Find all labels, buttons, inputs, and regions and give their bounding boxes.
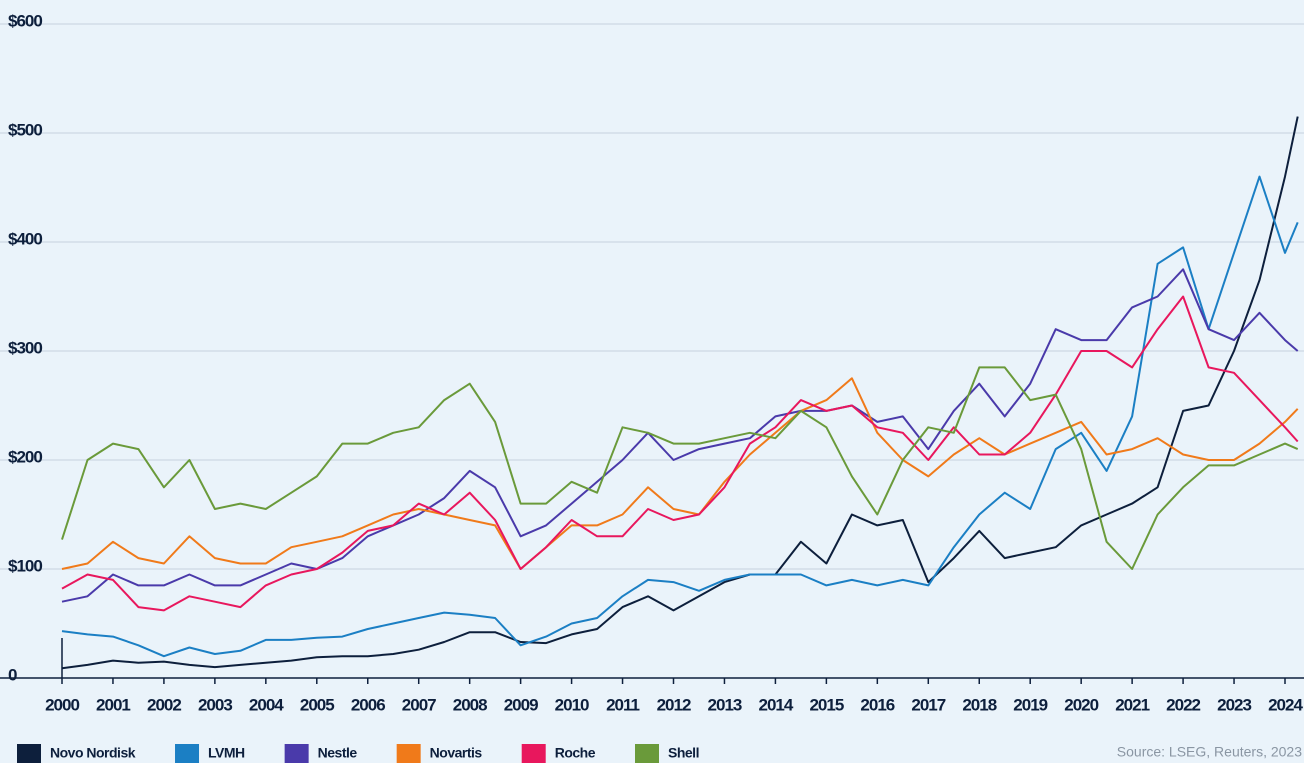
x-tick-label: 2006 <box>351 695 385 714</box>
series-line <box>61 295 1299 612</box>
x-tick-label: 2020 <box>1064 695 1098 714</box>
x-tick-label: 2023 <box>1217 695 1251 714</box>
source: Source: LSEG, Reuters, 2023 <box>1117 744 1302 760</box>
series-line <box>61 268 1299 603</box>
y-tick-label: $400 <box>8 229 42 248</box>
series-line <box>61 175 1299 658</box>
x-tick-label: 2000 <box>45 695 79 714</box>
x-tick-label: 2008 <box>453 695 487 714</box>
x-tick-label: 2001 <box>96 695 130 714</box>
legend-label: Roche <box>555 745 596 761</box>
legend-swatch <box>521 744 546 763</box>
legend-swatch <box>396 744 421 763</box>
y-tick-label: $500 <box>8 120 42 139</box>
x-tick-label: 2004 <box>249 695 284 714</box>
x-tick-label: 2021 <box>1115 695 1149 714</box>
x-tick-label: 2022 <box>1166 695 1200 714</box>
x-tick-label: 2009 <box>504 695 538 714</box>
legend-label: Novo Nordisk <box>50 745 136 761</box>
series-line <box>61 366 1299 570</box>
x-tick-label: 2018 <box>962 695 996 714</box>
legend-swatch <box>635 744 659 763</box>
x-tick-label: 2016 <box>860 695 894 714</box>
series-line <box>61 377 1299 570</box>
x-tick-label: 2003 <box>198 695 232 714</box>
x-tick-label: 2010 <box>555 695 589 714</box>
y-tick-label: 0 <box>8 665 17 684</box>
x-tick-label: 2002 <box>147 695 181 714</box>
legend-label: Shell <box>668 745 699 761</box>
x-tick-label: 2005 <box>300 695 334 714</box>
series-line <box>61 116 1299 670</box>
x-tick-label: 2011 <box>606 695 639 714</box>
x-tick-label: 2019 <box>1013 695 1047 714</box>
y-tick-label: $200 <box>8 447 42 466</box>
legend-label: Novartis <box>430 745 483 761</box>
x-tick-label: 2015 <box>809 695 843 714</box>
x-tick-label: 2007 <box>402 695 436 714</box>
y-tick-label: $100 <box>8 556 42 575</box>
legend-swatch <box>17 744 41 763</box>
x-tick-label: 2017 <box>911 695 945 714</box>
legend-swatch <box>284 744 309 763</box>
legend-label: Nestle <box>318 745 358 761</box>
y-tick-label: $600 <box>8 11 42 30</box>
x-tick-label: 2012 <box>657 695 691 714</box>
x-tick-label: 2024 <box>1268 695 1303 714</box>
legend-swatch <box>175 744 200 763</box>
x-tick-label: 2014 <box>759 695 794 714</box>
x-tick-label: 2013 <box>708 695 742 714</box>
y-tick-label: $300 <box>8 338 42 357</box>
legend-label: LVMH <box>208 745 245 761</box>
